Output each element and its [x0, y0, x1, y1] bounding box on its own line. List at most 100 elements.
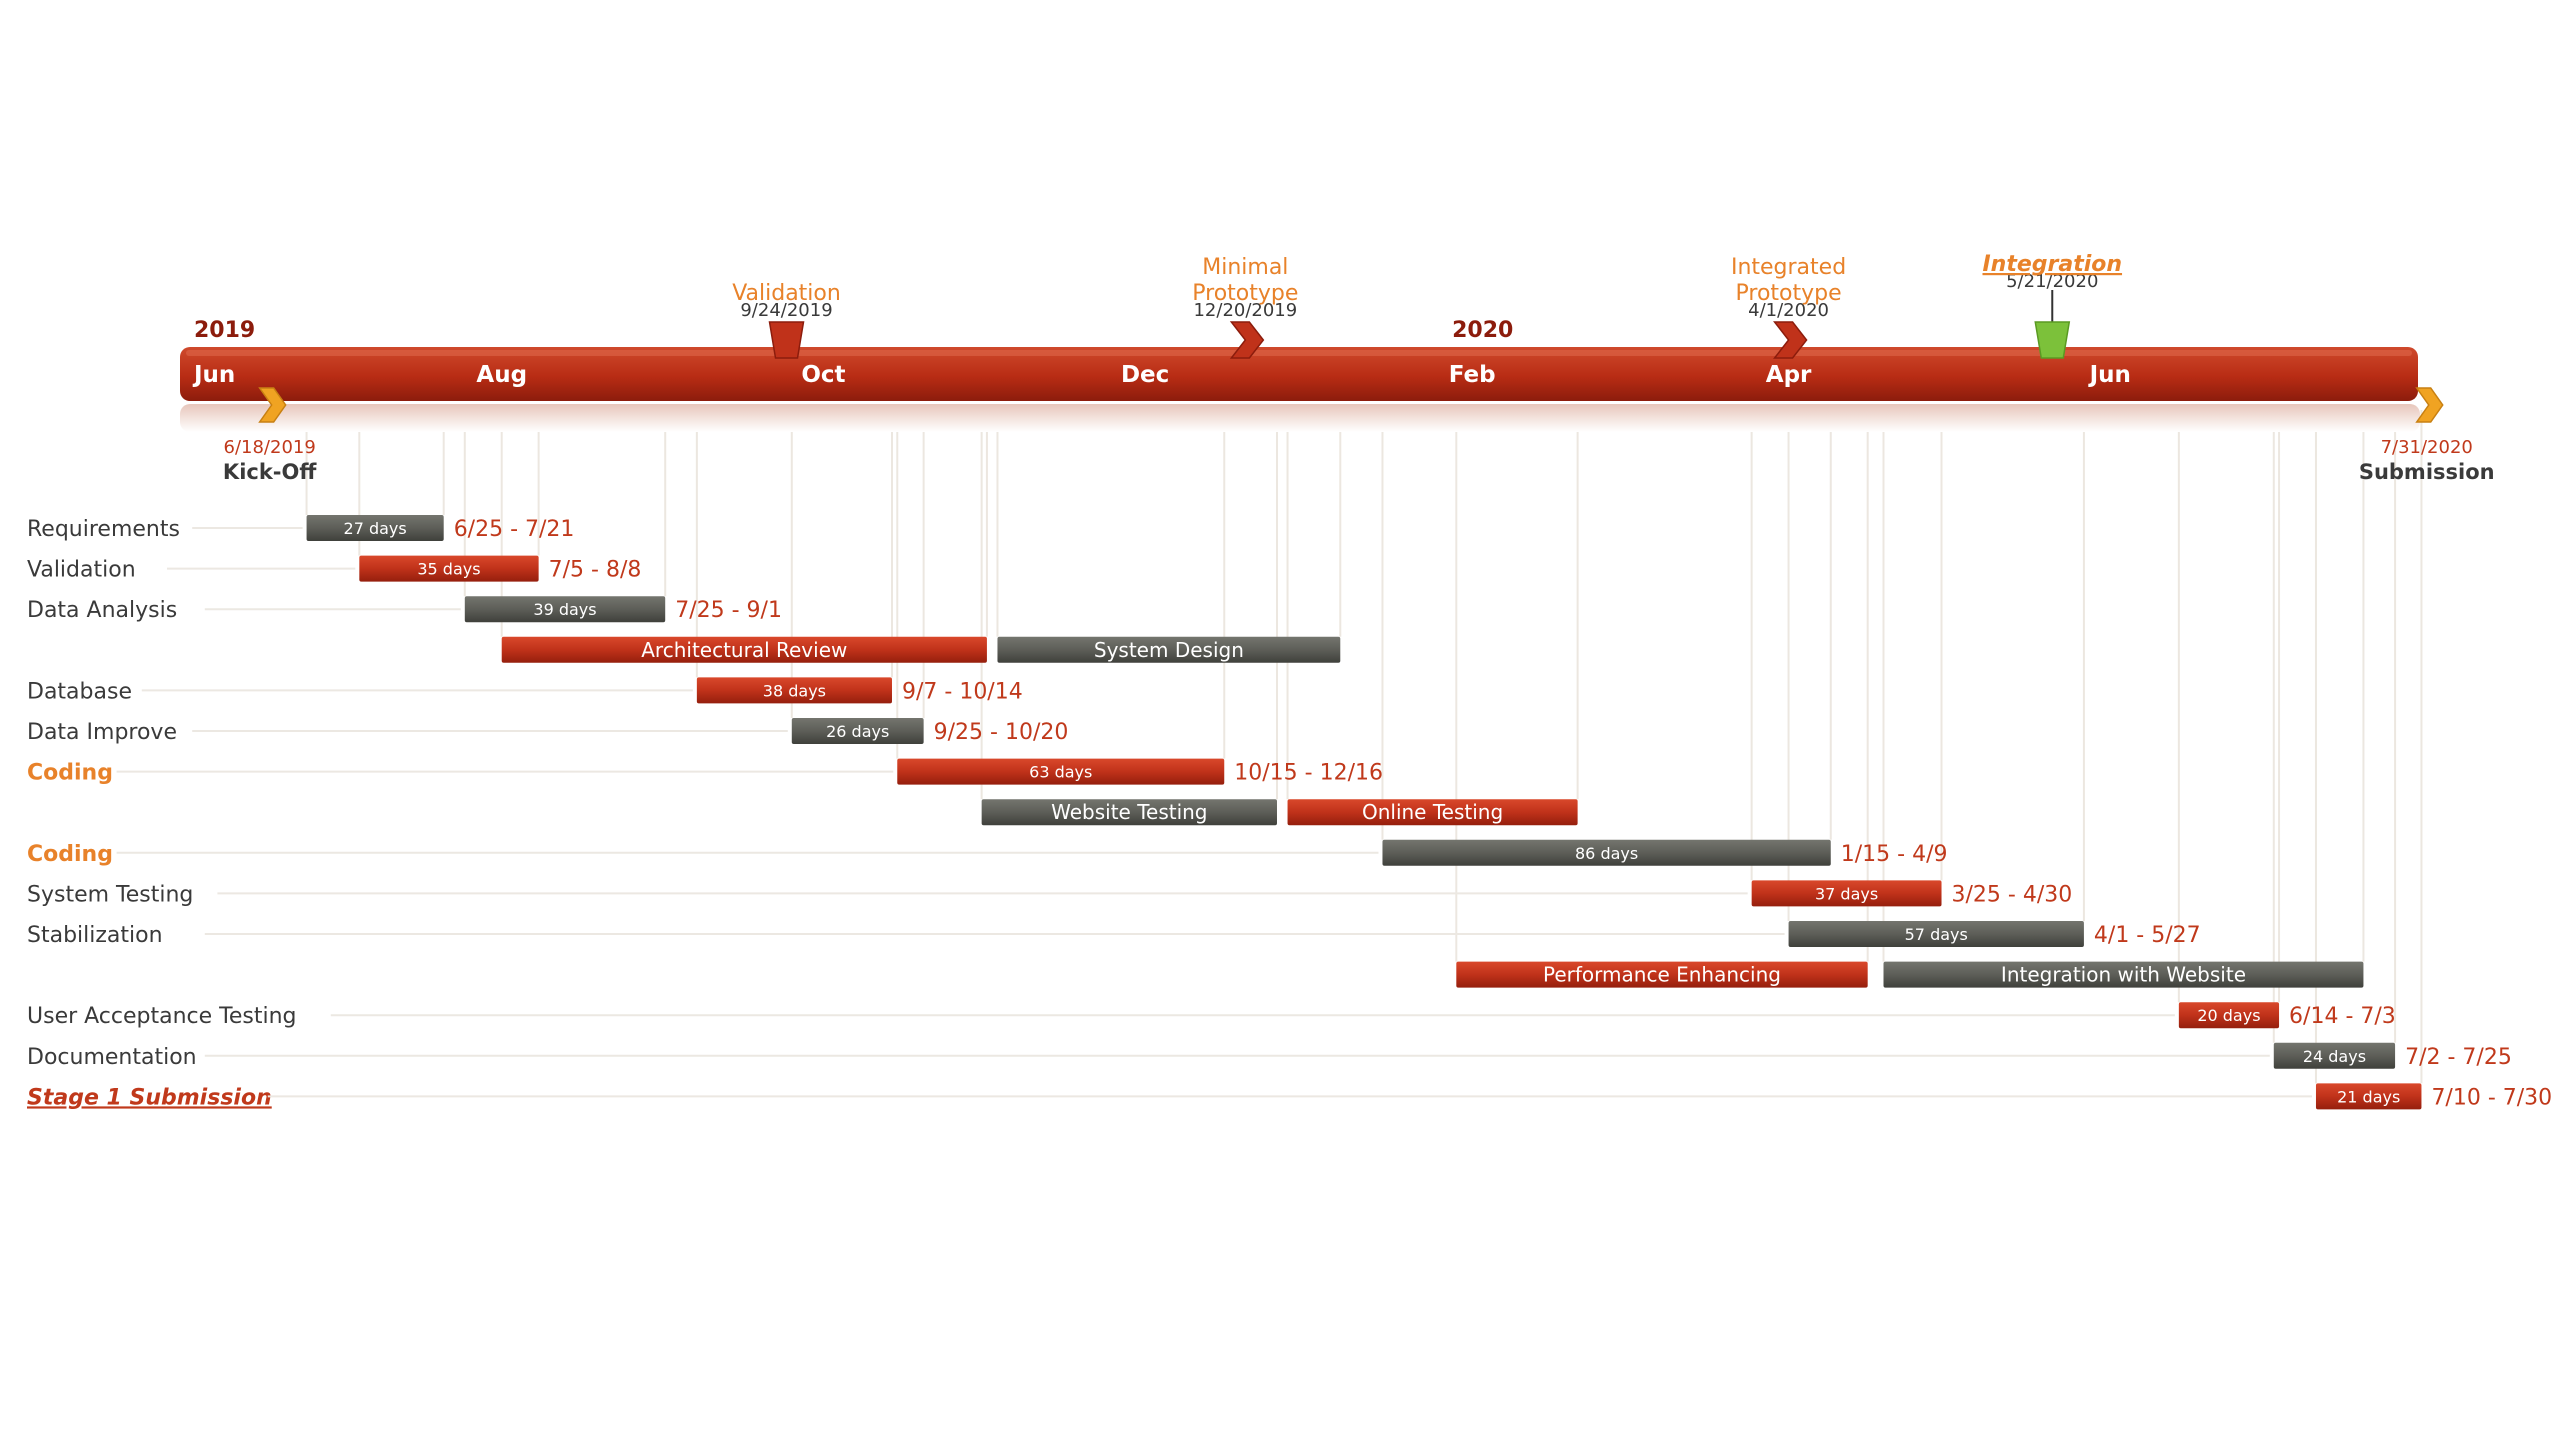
row-label: Coding: [27, 761, 113, 786]
task-bar-rect: [997, 636, 1341, 663]
task-bar-label: 57 days: [1905, 925, 1968, 944]
task-date-range: 9/7 - 10/14: [902, 679, 1023, 704]
task-bar-rect: [1788, 921, 2084, 947]
task-bar-label: Performance Enhancing: [1543, 963, 1781, 987]
milestone-marker: [1229, 321, 1265, 359]
task-date-range: 4/1 - 5/27: [2094, 923, 2201, 948]
row-label: Data Improve: [27, 720, 177, 745]
task-bar-rect: [1883, 961, 2364, 988]
row-label: Stage 1 Submission: [27, 1085, 272, 1110]
task-bar: 86 days 1/15 - 4/9: [1382, 839, 1947, 867]
task-bar-label: 20 days: [2197, 1006, 2260, 1025]
month-label: Apr: [1766, 362, 1812, 388]
task-bar: 20 days 6/14 - 7/3: [2178, 1002, 2396, 1029]
task-bar-label: 26 days: [826, 722, 889, 741]
milestone-name: Prototype: [1192, 281, 1298, 306]
task-bar-rect: [306, 515, 444, 541]
task-bar: Online Testing: [1287, 799, 1578, 826]
task-date-range: 10/15 - 12/16: [1234, 761, 1383, 786]
month-label: Dec: [1121, 362, 1169, 388]
month-label: Jun: [192, 362, 235, 388]
month-label: Aug: [476, 362, 527, 388]
milestone-date: 6/18/2019: [224, 437, 316, 458]
row-label: System Testing: [27, 882, 193, 907]
task-bar-rect: [464, 596, 666, 623]
task-bar-rect: [501, 636, 987, 663]
task-bar: 38 days 9/7 - 10/14: [696, 677, 1023, 704]
task-bar: Performance Enhancing: [1456, 961, 1868, 988]
row-label: Stabilization: [27, 923, 163, 948]
task-date-range: 7/25 - 9/1: [675, 598, 782, 623]
task-bar-rect: [897, 758, 1225, 785]
task-bar-label: 24 days: [2303, 1047, 2366, 1066]
row-label: User Acceptance Testing: [27, 1004, 297, 1029]
task-bar: 24 days 7/2 - 7/25: [2273, 1042, 2512, 1070]
milestone-name: Validation: [732, 281, 841, 306]
task-date-range: 6/14 - 7/3: [2289, 1004, 2396, 1029]
task-bar-label: 39 days: [533, 600, 596, 619]
task-bar-rect: [1287, 799, 1578, 826]
task-bar-label: 35 days: [417, 560, 480, 579]
task-bar: 37 days 3/25 - 4/30: [1751, 880, 2073, 907]
task-date-range: 9/25 - 10/20: [934, 720, 1069, 745]
milestone-name: Submission: [2359, 460, 2495, 484]
task-bar-label: 38 days: [763, 681, 826, 700]
task-bar: 26 days 9/25 - 10/20: [791, 718, 1069, 745]
task-date-range: 3/25 - 4/30: [1952, 882, 2073, 907]
task-bar-rect: [1456, 961, 1868, 988]
milestone-date: 7/31/2020: [2381, 437, 2473, 458]
task-bar: Integration with Website: [1883, 961, 2364, 988]
task-bar-rect: [2178, 1002, 2280, 1029]
task-bar-rect: [2315, 1083, 2422, 1110]
milestone-name: Kick-Off: [223, 460, 317, 484]
milestone-name: Integrated: [1731, 255, 1846, 280]
task-bar: 35 days 7/5 - 8/8: [359, 555, 642, 583]
task-bar-rect: [359, 555, 539, 582]
task-date-range: 7/5 - 8/8: [549, 558, 642, 583]
milestone-name: Integration: [1982, 252, 2122, 277]
task-bar: 57 days 4/1 - 5/27: [1788, 921, 2201, 948]
row-label: Documentation: [27, 1045, 197, 1070]
task-bar: 39 days 7/25 - 9/1: [464, 596, 782, 623]
milestone-date: 5/21/2020: [2006, 271, 2098, 292]
milestone-marker: [768, 321, 805, 359]
task-bar: Website Testing: [981, 799, 1277, 826]
task-bar: Architectural Review: [501, 636, 987, 663]
timeline-band: Jun Aug Oct Dec Feb Apr Jun 2019 2020: [180, 318, 2420, 432]
task-bar: 21 days 7/10 - 7/30: [2315, 1083, 2552, 1110]
month-label: Feb: [1449, 362, 1496, 388]
task-bar-rect: [1751, 880, 1942, 907]
task-bar-label: 86 days: [1575, 844, 1638, 863]
row-label: Validation: [27, 558, 136, 583]
task-bar-label: 21 days: [2337, 1087, 2400, 1106]
task-bar-label: Website Testing: [1051, 800, 1207, 824]
timeline-bar-highlight: [186, 350, 2412, 356]
timeline-track: [180, 404, 2420, 432]
task-bar-label: Integration with Website: [2001, 963, 2246, 987]
task-bar-label: Architectural Review: [641, 638, 847, 662]
task-bar-label: 27 days: [344, 519, 407, 538]
milestone-marker: [2415, 387, 2444, 423]
task-bar-rect: [1382, 839, 1831, 866]
task-bar-rect: [791, 718, 924, 744]
milestone-name: Prototype: [1736, 281, 1842, 306]
timeline-bar: [180, 347, 2418, 401]
month-label: Oct: [801, 362, 845, 388]
milestone-name: Minimal: [1202, 255, 1288, 280]
task-date-range: 7/10 - 7/30: [2431, 1085, 2552, 1110]
task-bar-label: 63 days: [1029, 763, 1092, 782]
task-bars: 27 days 6/25 - 7/21 35 days 7/5 - 8/8 39 day…: [306, 515, 2552, 1110]
year-label: 2020: [1452, 318, 1513, 343]
milestone-marker: [1773, 321, 1808, 359]
task-bar: 63 days 10/15 - 12/16: [897, 758, 1383, 786]
task-bar: System Design: [997, 636, 1341, 663]
task-bar-label: Online Testing: [1362, 800, 1503, 824]
milestone-date: 4/1/2020: [1748, 300, 1829, 321]
task-bar-rect: [981, 799, 1277, 826]
